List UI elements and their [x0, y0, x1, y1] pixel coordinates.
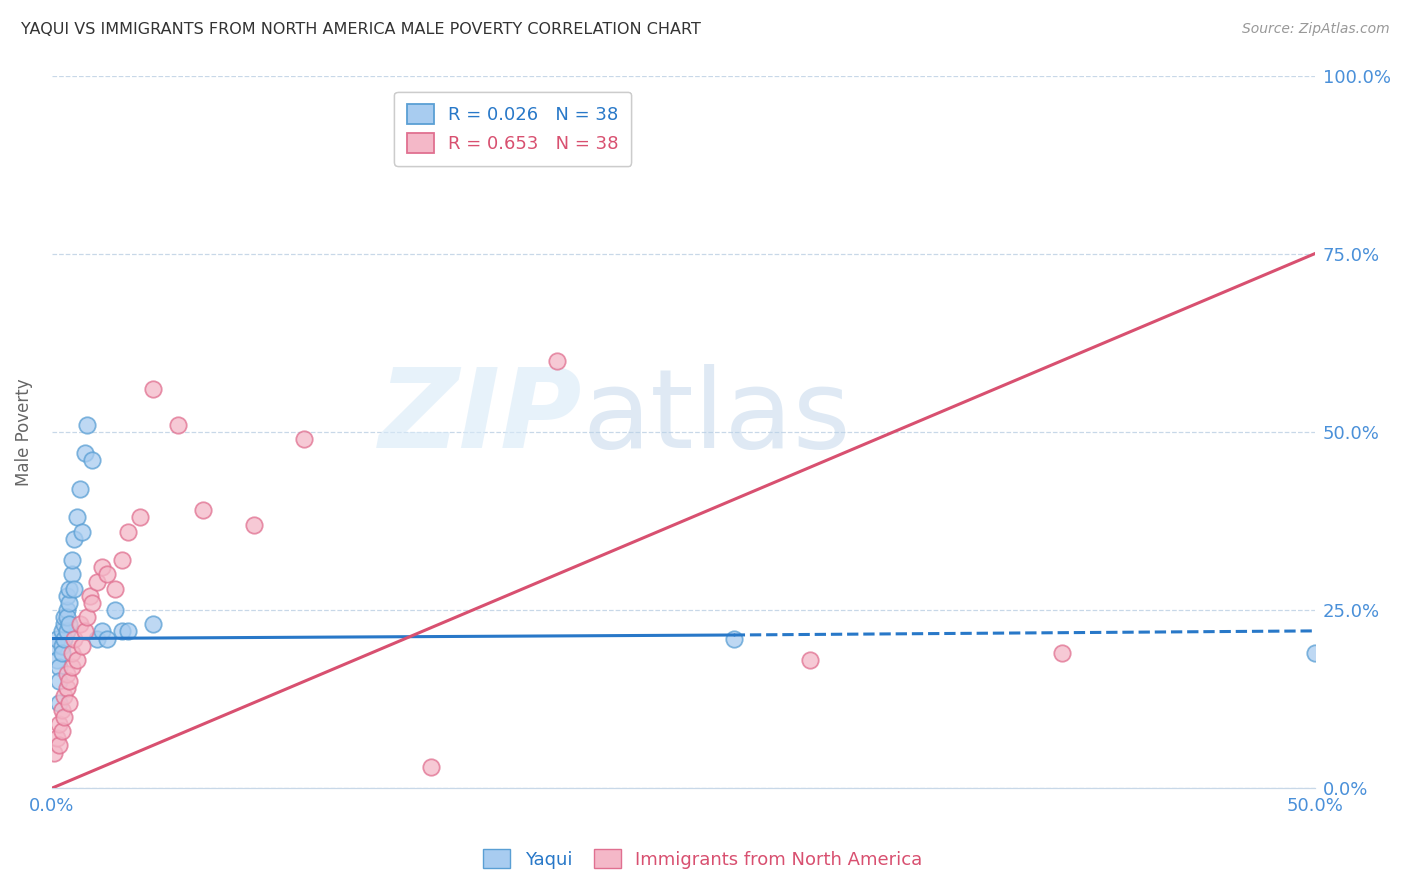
Point	[63, 632, 86, 646]
Point	[51, 624, 73, 639]
Point	[48, 739, 70, 753]
Text: YAQUI VS IMMIGRANTS FROM NORTH AMERICA MALE POVERTY CORRELATION CHART: YAQUI VS IMMIGRANTS FROM NORTH AMERICA M…	[21, 22, 702, 37]
Point	[45, 731, 67, 746]
Point	[60, 646, 83, 660]
Point	[53, 632, 76, 646]
Point	[66, 653, 89, 667]
Point	[51, 724, 73, 739]
Point	[1303, 646, 1326, 660]
Point	[45, 653, 67, 667]
Point	[167, 417, 190, 432]
Point	[129, 510, 152, 524]
Point	[82, 453, 104, 467]
Point	[45, 632, 67, 646]
Point	[546, 353, 568, 368]
Point	[48, 696, 70, 710]
Point	[58, 674, 80, 689]
Point	[70, 524, 93, 539]
Point	[104, 582, 127, 596]
Point	[193, 503, 215, 517]
Point	[142, 617, 165, 632]
Point	[56, 667, 79, 681]
Point	[48, 674, 70, 689]
Point	[142, 382, 165, 396]
Point	[44, 639, 66, 653]
Point	[799, 653, 821, 667]
Point	[48, 717, 70, 731]
Point	[58, 696, 80, 710]
Point	[48, 660, 70, 674]
Text: Source: ZipAtlas.com: Source: ZipAtlas.com	[1241, 22, 1389, 37]
Point	[117, 524, 139, 539]
Point	[53, 617, 76, 632]
Point	[53, 689, 76, 703]
Point	[70, 639, 93, 653]
Point	[111, 624, 134, 639]
Point	[243, 517, 266, 532]
Point	[63, 532, 86, 546]
Point	[117, 624, 139, 639]
Point	[91, 560, 114, 574]
Point	[292, 432, 315, 446]
Point	[91, 624, 114, 639]
Point	[723, 632, 745, 646]
Point	[1050, 646, 1073, 660]
Point	[111, 553, 134, 567]
Point	[73, 624, 96, 639]
Point	[76, 610, 98, 624]
Point	[56, 681, 79, 696]
Point	[51, 646, 73, 660]
Point	[56, 603, 79, 617]
Point	[66, 510, 89, 524]
Legend: R = 0.026   N = 38, R = 0.653   N = 38: R = 0.026 N = 38, R = 0.653 N = 38	[394, 92, 631, 166]
Point	[53, 710, 76, 724]
Point	[69, 482, 91, 496]
Text: ZIP: ZIP	[378, 364, 582, 471]
Point	[60, 660, 83, 674]
Point	[96, 567, 118, 582]
Point	[56, 610, 79, 624]
Point	[104, 603, 127, 617]
Point	[51, 703, 73, 717]
Point	[60, 567, 83, 582]
Point	[56, 624, 79, 639]
Point	[58, 596, 80, 610]
Legend: Yaqui, Immigrants from North America: Yaqui, Immigrants from North America	[477, 841, 929, 876]
Point	[58, 617, 80, 632]
Point	[44, 746, 66, 760]
Text: atlas: atlas	[582, 364, 851, 471]
Point	[60, 553, 83, 567]
Point	[56, 589, 79, 603]
Point	[63, 582, 86, 596]
Point	[82, 596, 104, 610]
Point	[419, 760, 441, 774]
Point	[73, 446, 96, 460]
Y-axis label: Male Poverty: Male Poverty	[15, 378, 32, 485]
Point	[86, 632, 108, 646]
Point	[96, 632, 118, 646]
Point	[86, 574, 108, 589]
Point	[53, 610, 76, 624]
Point	[58, 582, 80, 596]
Point	[79, 589, 101, 603]
Point	[76, 417, 98, 432]
Point	[51, 639, 73, 653]
Point	[69, 617, 91, 632]
